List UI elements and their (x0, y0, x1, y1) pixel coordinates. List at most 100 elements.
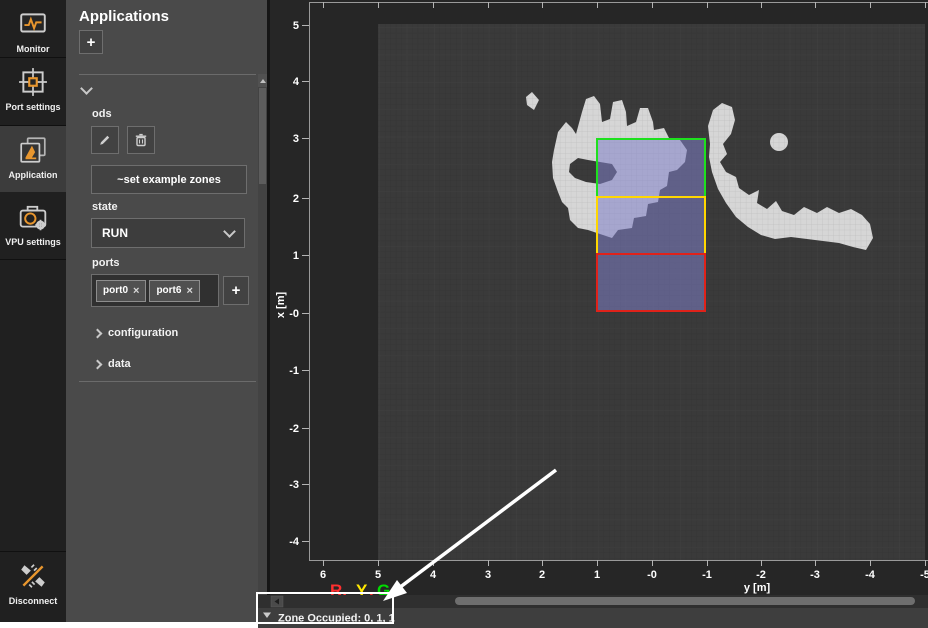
state-label: state (92, 201, 118, 213)
port-chip[interactable]: port0 × (96, 279, 147, 302)
y-axis-label: y [m] (744, 582, 771, 594)
port-settings-icon (18, 67, 48, 99)
tick-label: 1 (293, 250, 299, 262)
state-select[interactable]: RUN (91, 218, 245, 248)
tick-label: -0 (647, 569, 657, 581)
panel-scrollbar-thumb[interactable] (259, 88, 266, 184)
panel-scrollbar[interactable] (258, 74, 267, 622)
tick-label: 5 (375, 569, 381, 581)
divider (79, 74, 256, 75)
zone-fill-green (597, 139, 705, 197)
sidebar-item-label: Port settings (5, 102, 61, 112)
disconnect-icon (18, 561, 48, 593)
add-application-button[interactable]: + (79, 30, 103, 54)
divider (267, 0, 270, 622)
tick-label: -2 (756, 569, 766, 581)
tick-label: -3 (810, 569, 820, 581)
tick-label: -1 (702, 569, 712, 581)
tick-label: -4 (289, 536, 300, 548)
tick-label: 1 (594, 569, 600, 581)
zone-border-red (596, 253, 706, 312)
ods-zones (596, 138, 706, 312)
scroll-up-button[interactable] (258, 74, 267, 87)
sidebar-item-disconnect[interactable]: Disconnect (0, 552, 66, 622)
tick-label: 6 (320, 569, 326, 581)
chevron-right-icon (92, 359, 103, 369)
tick-label: 5 (293, 20, 299, 32)
sidebar-item-label: VPU settings (5, 237, 61, 247)
tick-label: 2 (293, 193, 299, 205)
set-example-zones-button[interactable]: ~set example zones (91, 165, 247, 194)
add-port-button[interactable]: + (223, 276, 249, 305)
ports-input[interactable]: port0 × port6 × (91, 274, 219, 307)
tick-label: 4 (430, 569, 437, 581)
zone-fill-red (597, 254, 705, 311)
map-view-canvas[interactable]: 5 4 3 2 1 -0 -1 -2 -3 -4 x [m] 6 5 4 3 2… (256, 0, 928, 628)
data-expander[interactable]: data (92, 358, 131, 370)
delete-application-button[interactable] (127, 126, 155, 154)
sidebar-item-application[interactable]: Application (0, 126, 66, 192)
panel-title: Applications (79, 8, 170, 25)
application-name: ods (92, 108, 112, 120)
configuration-label: configuration (108, 327, 179, 339)
x-axis-tick-labels: 5 4 3 2 1 -0 -1 -2 -3 -4 (289, 20, 300, 548)
sidebar-item-port-settings[interactable]: Port settings (0, 58, 66, 125)
sidebar-item-label: Disconnect (8, 596, 58, 606)
status-bar-background (258, 608, 928, 628)
tick-label: -2 (289, 423, 299, 435)
ports-label: ports (92, 257, 120, 269)
port-chip[interactable]: port6 × (149, 279, 200, 302)
port-chip-label: port0 (103, 285, 128, 296)
application-icon (18, 135, 48, 167)
sidebar-item-label: Application (8, 170, 58, 180)
pencil-icon (100, 135, 110, 145)
highlight-box-annotation (256, 592, 394, 624)
collapse-application-icon[interactable] (80, 82, 93, 95)
tick-label: 4 (293, 76, 300, 88)
triangle-up-icon (259, 78, 266, 83)
x-axis-ticks (302, 25, 309, 542)
divider (79, 381, 256, 382)
chevron-right-icon (92, 328, 103, 338)
trash-icon (135, 133, 147, 147)
sidebar-item-vpu-settings[interactable]: VPU settings (0, 193, 66, 259)
triangle-left-icon (274, 598, 279, 605)
state-value: RUN (102, 226, 128, 240)
zone-fill-yellow (597, 197, 705, 254)
divider (0, 125, 66, 126)
y-axis-ticks (323, 2, 926, 566)
plot-horizontal-scrollbar[interactable] (258, 595, 928, 608)
tick-label: -0 (289, 308, 299, 320)
triangle-down-icon[interactable] (263, 612, 271, 619)
divider (0, 551, 66, 552)
tick-label: -4 (865, 569, 876, 581)
tick-label: 3 (293, 133, 299, 145)
applications-panel: Applications + ods ~set example zones st… (66, 0, 267, 622)
main-sidebar: Monitor Port settings Application (0, 0, 66, 622)
axes (309, 2, 928, 561)
port-chip-label: port6 (156, 285, 182, 296)
remove-port-icon[interactable]: × (186, 284, 193, 297)
monitor-icon (18, 9, 48, 41)
status-bar: Zone Occupied: 0, 1, 1 (258, 608, 928, 628)
sidebar-item-monitor[interactable]: Monitor (0, 0, 66, 57)
divider (0, 259, 66, 260)
tick-label: -3 (289, 479, 299, 491)
y-axis-tick-labels: 6 5 4 3 2 1 -0 -1 -2 -3 -4 -5 (320, 569, 928, 581)
remove-port-icon[interactable]: × (133, 284, 140, 297)
scrollbar-thumb[interactable] (455, 597, 915, 605)
zone-occupied-status: Zone Occupied: 0, 1, 1 (278, 613, 395, 625)
vpu-settings-icon (18, 202, 48, 234)
tick-label: 2 (539, 569, 545, 581)
arrow-annotation (383, 468, 558, 601)
sidebar-item-label: Monitor (16, 44, 50, 54)
legend-comma: , (369, 581, 374, 600)
tick-label: 3 (485, 569, 491, 581)
data-label: data (108, 358, 131, 370)
tick-label: -1 (289, 365, 299, 377)
chevron-down-icon (223, 225, 236, 238)
tick-label: -5 (920, 569, 928, 581)
configuration-expander[interactable]: configuration (92, 327, 179, 339)
x-axis-label: x [m] (275, 292, 287, 319)
edit-application-button[interactable] (91, 126, 119, 154)
